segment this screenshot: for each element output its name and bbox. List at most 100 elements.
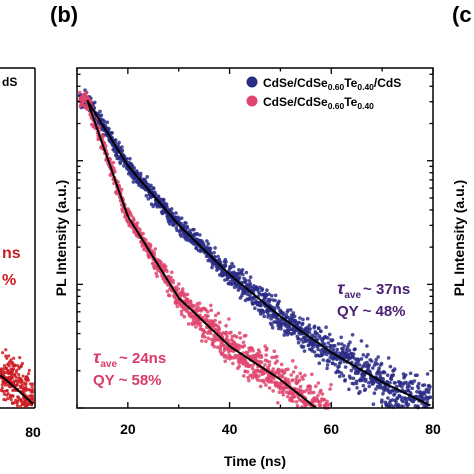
data-point <box>399 395 404 400</box>
data-point <box>308 387 313 392</box>
left-data-point <box>15 379 19 383</box>
data-point <box>247 349 252 353</box>
data-point <box>113 170 117 174</box>
data-point <box>307 323 312 328</box>
data-point <box>282 333 287 337</box>
data-point <box>224 260 228 264</box>
data-point <box>208 331 213 336</box>
data-point <box>229 266 233 270</box>
data-point <box>110 131 114 135</box>
data-point <box>339 335 344 340</box>
left-data-point <box>15 383 19 387</box>
data-point <box>120 209 125 214</box>
data-point <box>131 180 136 184</box>
data-point <box>179 221 183 226</box>
data-point <box>280 374 285 378</box>
data-point <box>107 127 111 131</box>
data-point <box>101 134 105 138</box>
left-data-point <box>4 398 8 402</box>
data-point <box>270 355 274 360</box>
data-point <box>221 351 225 356</box>
data-point <box>335 350 339 354</box>
data-point <box>218 320 222 325</box>
data-point <box>345 350 349 354</box>
data-point <box>263 363 267 367</box>
data-point <box>298 384 303 389</box>
data-point <box>204 339 208 344</box>
data-point <box>374 387 378 391</box>
data-point <box>289 308 293 312</box>
data-point <box>218 260 223 265</box>
left-data-point <box>0 383 4 387</box>
left-data-point <box>0 386 4 390</box>
data-point <box>206 314 210 318</box>
data-point <box>205 310 210 314</box>
data-point <box>382 370 387 375</box>
data-point <box>403 373 408 377</box>
data-point <box>170 212 175 216</box>
data-point <box>389 377 394 382</box>
data-point <box>169 275 173 280</box>
data-point <box>112 166 116 170</box>
data-point <box>128 156 132 161</box>
data-point <box>223 359 227 364</box>
y-axis-title: PL Intensity (a.u.) <box>53 180 69 296</box>
data-point <box>270 326 275 330</box>
data-point <box>381 377 386 381</box>
data-point <box>240 268 245 272</box>
qy-annotation-series-2: QY ~ 58% <box>93 372 162 389</box>
data-point <box>340 342 344 346</box>
data-point <box>213 318 217 323</box>
data-point <box>267 292 271 297</box>
left-data-point <box>24 377 28 381</box>
data-point <box>244 333 248 338</box>
data-point <box>371 402 376 407</box>
data-point <box>290 378 295 382</box>
data-point <box>270 293 274 298</box>
data-point <box>242 374 246 378</box>
data-point <box>294 377 298 382</box>
data-point <box>366 380 371 385</box>
data-point <box>327 402 331 407</box>
data-point <box>322 397 327 402</box>
data-point <box>359 339 364 343</box>
data-point <box>203 335 207 339</box>
data-point <box>333 344 337 348</box>
data-point <box>291 399 295 403</box>
data-point <box>145 175 149 179</box>
data-point <box>184 221 188 225</box>
left-data-point <box>18 384 23 388</box>
left-panel-scatter <box>0 348 35 409</box>
data-point <box>284 321 288 326</box>
data-point <box>273 298 277 303</box>
data-point <box>312 324 317 329</box>
data-point <box>257 374 261 378</box>
data-point <box>312 350 317 354</box>
data-point <box>413 404 418 408</box>
data-point <box>105 120 110 125</box>
data-point <box>311 345 315 350</box>
data-point <box>406 402 411 407</box>
left-data-point <box>12 356 16 360</box>
left-data-point <box>17 398 21 402</box>
left-data-point <box>30 396 34 401</box>
left-data-point <box>11 394 15 398</box>
data-point <box>276 401 280 405</box>
data-point <box>262 380 266 384</box>
data-point <box>262 371 266 375</box>
left-data-point <box>0 388 3 392</box>
data-point <box>287 324 292 329</box>
data-point <box>165 289 170 294</box>
data-point <box>295 374 300 379</box>
data-point <box>175 304 180 309</box>
data-point <box>349 368 354 373</box>
data-point <box>243 291 247 296</box>
data-point <box>265 346 269 351</box>
data-point <box>367 363 372 367</box>
data-point <box>198 233 202 237</box>
data-point <box>298 371 303 376</box>
data-point <box>347 348 352 353</box>
data-point <box>337 374 342 379</box>
legend: CdSe/CdSe0.60Te0.40/CdS CdSe/CdSe0.60Te0… <box>246 76 401 111</box>
left-data-point <box>2 364 7 368</box>
